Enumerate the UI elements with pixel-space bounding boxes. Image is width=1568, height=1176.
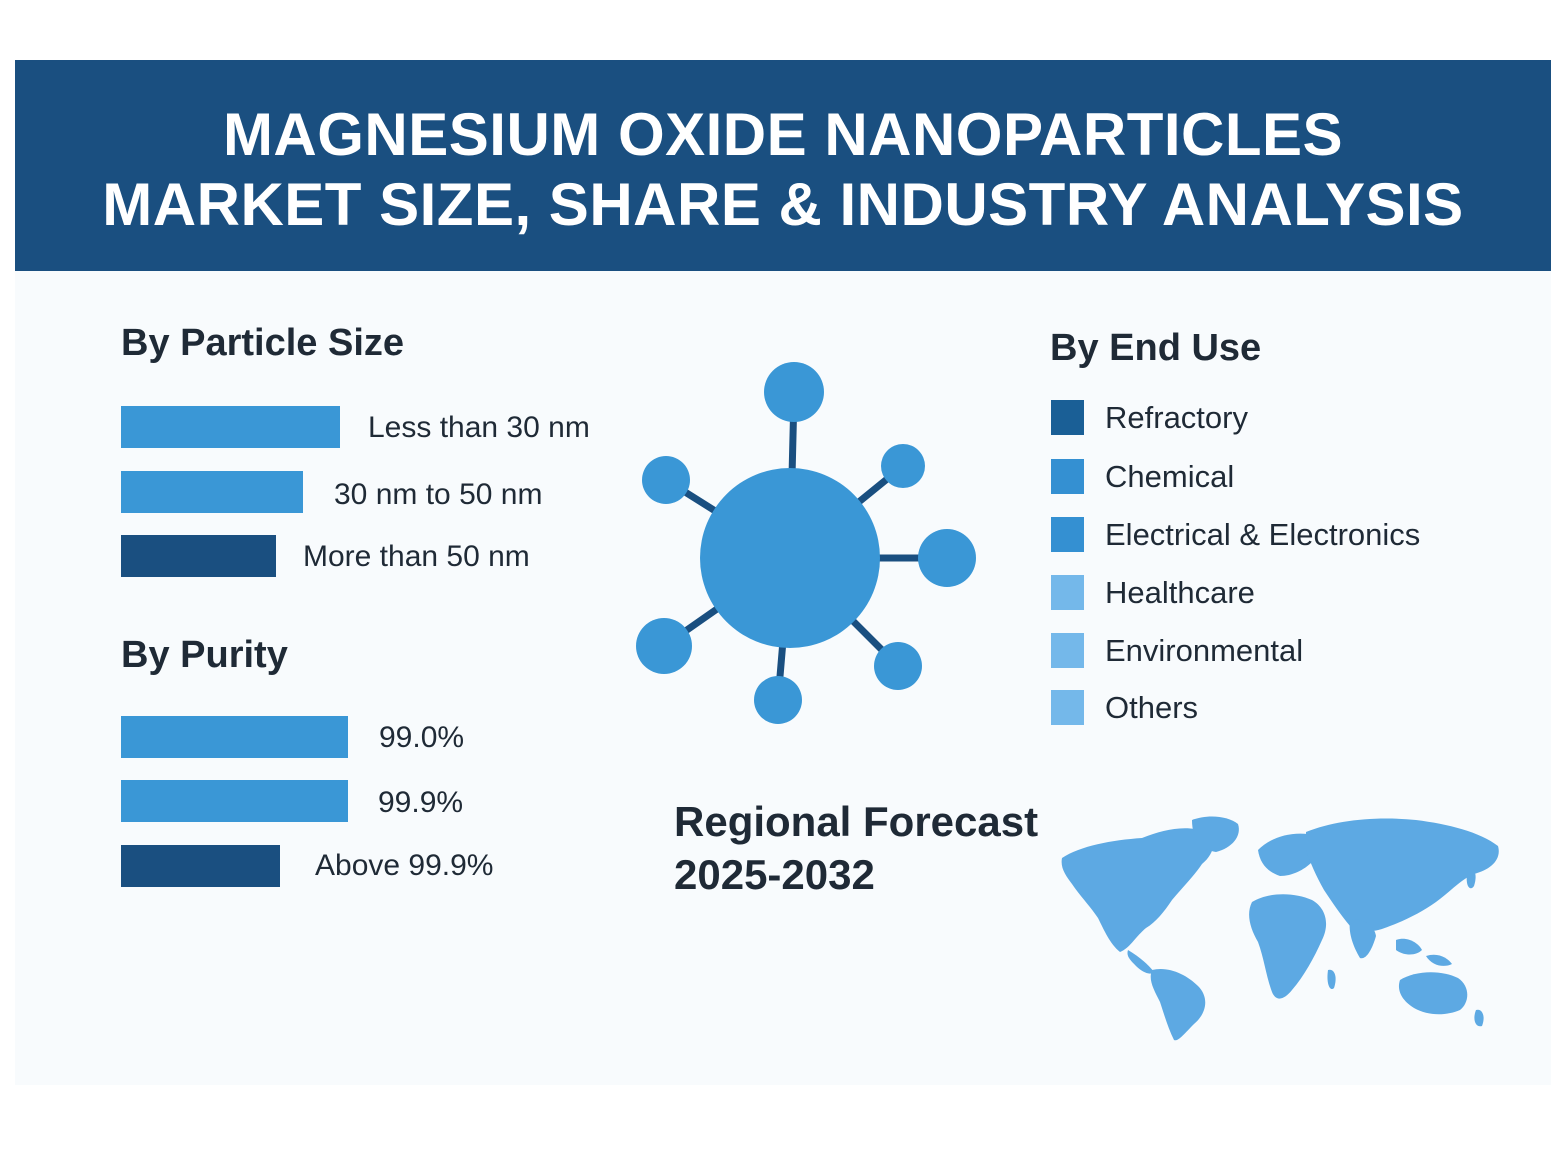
legend-label-environmental: Environmental — [1105, 633, 1304, 668]
purity-heading: By Purity — [121, 634, 288, 676]
legend-label-healthcare: Healthcare — [1105, 575, 1255, 610]
legend-label-refractory: Refractory — [1105, 400, 1248, 435]
nanoparticle-icon — [636, 362, 976, 724]
particle-size-heading: By Particle Size — [121, 322, 405, 364]
legend-swatch-others — [1051, 690, 1084, 725]
legend-swatch-refractory — [1051, 400, 1084, 435]
title-banner: MAGNESIUM OXIDE NANOPARTICLES MARKET SIZ… — [15, 60, 1551, 271]
legend-swatch-healthcare — [1051, 575, 1084, 610]
legend-label-electrical: Electrical & Electronics — [1105, 517, 1421, 552]
purity-label-1: 99.0% — [379, 721, 465, 754]
purity-bar-3 — [121, 845, 280, 887]
legend-label-others: Others — [1105, 690, 1199, 725]
particle-size-label-3: More than 50 nm — [303, 540, 530, 573]
world-map-icon — [1061, 816, 1499, 1041]
forecast-years: 2025-2032 — [674, 851, 875, 898]
legend-swatch-chemical — [1051, 459, 1084, 494]
title-line-2: MARKET SIZE, SHARE & INDUSTRY ANALYSIS — [102, 171, 1464, 238]
particle-size-label-1: Less than 30 nm — [368, 411, 590, 444]
particle-size-bar-1 — [121, 406, 340, 448]
particle-size-bar-3 — [121, 535, 276, 577]
legend-swatch-environmental — [1051, 633, 1084, 668]
forecast-title: Regional Forecast — [674, 798, 1039, 845]
purity-bar-1 — [121, 716, 348, 758]
purity-label-3: Above 99.9% — [315, 849, 494, 882]
legend-label-chemical: Chemical — [1105, 459, 1235, 494]
legend-swatch-electrical — [1051, 517, 1084, 552]
purity-label-2: 99.9% — [378, 786, 464, 819]
end-use-heading: By End Use — [1050, 327, 1262, 369]
purity-bar-2 — [121, 780, 348, 822]
title-line-1: MAGNESIUM OXIDE NANOPARTICLES — [222, 101, 1344, 168]
particle-size-label-2: 30 nm to 50 nm — [334, 478, 543, 511]
particle-size-bar-2 — [121, 471, 303, 513]
